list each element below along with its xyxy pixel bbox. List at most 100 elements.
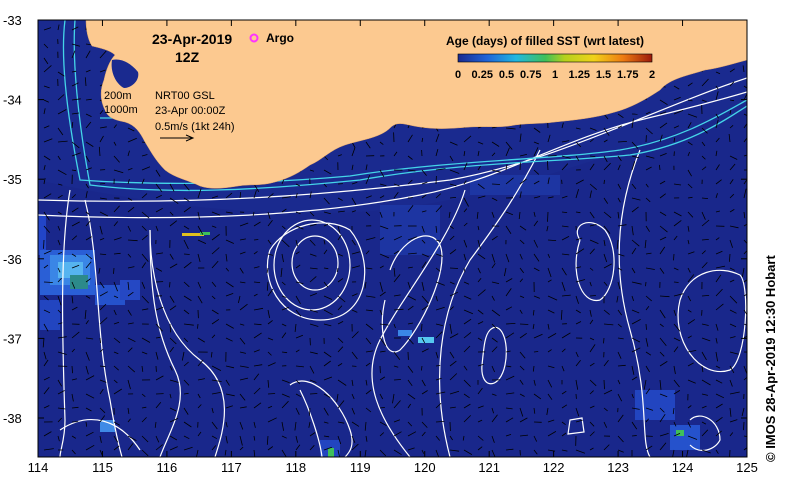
velocity-vector [43,211,50,221]
velocity-vector [197,188,202,199]
velocity-vector [435,323,443,326]
velocity-vector [435,205,443,213]
velocity-vector [141,406,147,409]
velocity-vector [449,390,460,395]
velocity-vector [183,239,189,250]
velocity-vector [211,392,221,395]
velocity-vector [505,392,515,395]
velocity-vector [379,237,385,241]
velocity-vector [533,295,541,299]
velocity-vector [589,163,595,171]
y-tick-label: -36 [3,252,22,267]
velocity-vector [281,225,286,230]
velocity-vector [645,295,652,302]
velocity-vector [99,238,105,241]
velocity-vector [155,402,162,409]
velocity-vector [71,43,81,47]
velocity-vector [85,444,95,451]
velocity-vector [561,390,567,395]
velocity-vector [659,134,663,143]
velocity-vector [141,234,148,241]
velocity-vector [673,421,677,427]
velocity-vector [742,65,745,73]
velocity-vector [141,435,149,443]
colorbar-tick-label: 0.75 [520,69,541,81]
velocity-vector [127,253,132,258]
velocity-vector [687,183,693,189]
velocity-vector [309,239,316,246]
velocity-vector [729,193,735,199]
velocity-vector [729,432,734,437]
velocity-vector [43,43,49,49]
velocity-vector [477,405,484,409]
velocity-vector [267,239,272,245]
velocity-vector [379,141,384,145]
velocity-vector [309,276,317,283]
velocity-vector [547,267,552,278]
velocity-vector [673,293,684,297]
velocity-vector [85,191,88,199]
velocity-vector [463,281,470,285]
velocity-vector [561,332,571,339]
velocity-vector [701,250,706,255]
velocity-vector [491,183,501,185]
velocity-vector [337,363,343,367]
velocity-vector [715,210,720,213]
velocity-vector [645,267,655,270]
velocity-vector [43,431,52,437]
velocity-vector [351,265,361,269]
velocity-vector [617,113,624,119]
velocity-vector [435,402,442,409]
velocity-vector [687,421,691,428]
velocity-vector [687,122,692,129]
velocity-vector [715,237,720,241]
velocity-vector [617,393,623,402]
velocity-vector [561,432,567,437]
velocity-vector [659,337,667,346]
velocity-vector [673,235,678,241]
velocity-vector [365,237,376,241]
velocity-vector [449,333,459,339]
velocity-vector [141,417,147,423]
velocity-vector [309,253,317,257]
velocity-vector [533,211,536,217]
velocity-vector [379,449,387,457]
velocity-vector [547,379,553,388]
velocity-vector [127,443,134,451]
velocity-vector [435,267,441,272]
velocity-vector [589,309,592,317]
velocity-vector [673,365,676,375]
velocity-vector [71,435,77,439]
velocity-vector [631,118,634,129]
velocity-vector [239,406,247,409]
velocity-vector [407,322,414,325]
velocity-vector [336,267,339,273]
argo-label: Argo [266,31,294,45]
velocity-vector [589,319,594,325]
velocity-vector [113,169,124,174]
velocity-vector [253,387,261,395]
velocity-vector [491,211,495,218]
velocity-vector [547,365,555,369]
velocity-vector [85,421,88,427]
velocity-vector [645,407,654,411]
velocity-vector [183,183,190,191]
velocity-vector [337,321,344,325]
velocity-vector [687,239,690,245]
velocity-vector [519,253,523,260]
velocity-vector [672,449,675,457]
velocity-vector [743,447,747,451]
velocity-vector [253,307,264,311]
velocity-vector [98,267,101,274]
velocity-vector [85,113,92,117]
velocity-vector [379,421,387,426]
velocity-vector [99,69,106,73]
velocity-vector [127,127,135,132]
velocity-vector [85,236,92,241]
velocity-vector [729,351,739,355]
velocity-vector [645,155,655,159]
velocity-vector [560,309,563,320]
velocity-vector [421,431,426,437]
velocity-vector [407,236,417,241]
velocity-vector [85,211,90,215]
